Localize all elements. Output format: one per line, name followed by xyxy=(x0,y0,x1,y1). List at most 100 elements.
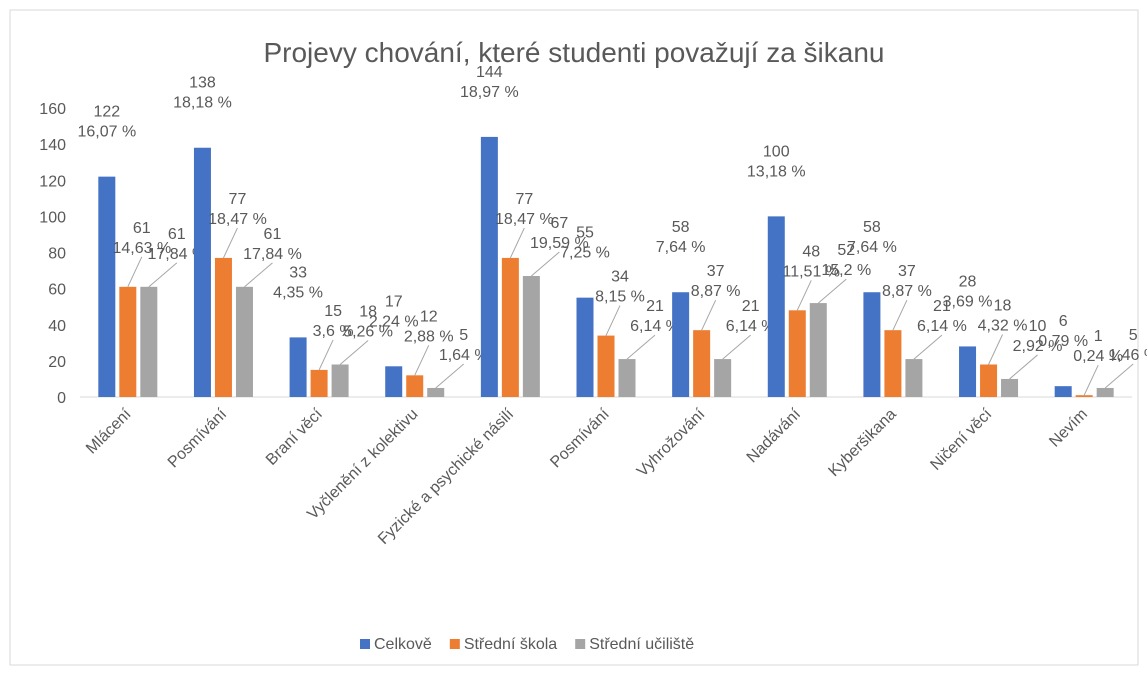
data-label: 21 xyxy=(742,298,760,315)
data-label: 12 xyxy=(420,308,438,325)
data-label: 61 xyxy=(264,226,282,243)
data-label: 7,64 % xyxy=(847,239,897,256)
bar xyxy=(809,303,827,397)
leader-line xyxy=(435,363,465,389)
data-label: 122 xyxy=(93,104,120,121)
data-label: 18,97 % xyxy=(460,84,519,101)
bar xyxy=(767,216,785,397)
bar xyxy=(597,335,615,397)
bar xyxy=(863,292,881,397)
y-tick-label: 100 xyxy=(39,209,66,226)
data-label: 18 xyxy=(359,303,377,320)
data-label: 55 xyxy=(576,225,594,242)
data-label: 5,26 % xyxy=(343,323,393,340)
data-label: 33 xyxy=(289,264,307,281)
leader-line xyxy=(148,262,178,288)
data-label: 144 xyxy=(476,64,503,81)
leader-line xyxy=(796,280,812,311)
bar xyxy=(884,330,902,397)
data-label: 0,79 % xyxy=(1038,333,1088,350)
data-label: 0,24 % xyxy=(1073,348,1123,365)
bar xyxy=(214,257,232,397)
leader-line xyxy=(509,227,525,259)
leader-line xyxy=(701,299,717,331)
data-label: 15,2 % xyxy=(821,262,871,279)
data-label: 18,47 % xyxy=(495,211,554,228)
data-label: 17 xyxy=(385,293,403,310)
bar xyxy=(1054,386,1072,397)
data-label: 6,14 % xyxy=(917,318,967,335)
data-label: 37 xyxy=(898,263,916,280)
bar xyxy=(119,286,137,397)
data-label: 19,59 % xyxy=(530,235,589,252)
y-tick-label: 140 xyxy=(39,137,66,154)
data-label: 52 xyxy=(837,242,855,259)
data-label: 3,6 % xyxy=(313,323,354,340)
leader-line xyxy=(626,334,656,360)
data-label: 58 xyxy=(672,219,690,236)
data-label: 21 xyxy=(646,298,664,315)
data-label: 3,69 % xyxy=(943,293,993,310)
data-label: 18 xyxy=(994,297,1012,314)
bar xyxy=(576,297,594,397)
data-label: 17,84 % xyxy=(147,246,206,263)
y-tick-label: 40 xyxy=(48,318,66,335)
y-tick-label: 20 xyxy=(48,354,66,371)
leader-line xyxy=(1009,354,1038,380)
bar xyxy=(427,387,445,397)
y-tick-label: 60 xyxy=(48,282,66,299)
y-tick-label: 160 xyxy=(39,101,66,118)
leader-line xyxy=(244,262,273,288)
leader-line xyxy=(531,251,560,277)
leader-line xyxy=(892,299,908,331)
data-label: 8,15 % xyxy=(595,289,645,306)
data-label: 10 xyxy=(1029,318,1047,335)
bar xyxy=(193,147,211,397)
bar xyxy=(480,136,498,397)
data-label: 7,64 % xyxy=(656,239,706,256)
bar xyxy=(980,364,998,397)
leader-line xyxy=(988,334,1003,365)
bar xyxy=(1075,395,1093,397)
leader-line xyxy=(318,339,334,371)
data-label: 16,07 % xyxy=(77,124,136,141)
leader-line xyxy=(913,334,943,360)
chart-title: Projevy chování, které studenti považují… xyxy=(263,37,884,68)
data-label: 6 xyxy=(1059,313,1068,330)
bar xyxy=(959,346,977,397)
data-label: 1,64 % xyxy=(439,347,489,364)
leader-line xyxy=(127,256,143,288)
bar xyxy=(235,286,253,397)
legend-swatch xyxy=(449,639,460,649)
data-label: 48 xyxy=(802,243,820,260)
data-label: 28 xyxy=(959,273,977,290)
data-label: 34 xyxy=(611,269,629,286)
data-label: 4,32 % xyxy=(978,317,1028,334)
bar xyxy=(140,286,158,397)
bar xyxy=(714,359,732,397)
data-label: 37 xyxy=(707,263,725,280)
legend-label: Střední učiliště xyxy=(589,636,694,653)
bar xyxy=(1001,378,1019,397)
data-label: 15 xyxy=(324,303,342,320)
leader-line xyxy=(1104,363,1134,389)
data-label: 5 xyxy=(1129,327,1138,344)
data-label: 7,25 % xyxy=(560,245,610,262)
data-label: 21 xyxy=(933,298,951,315)
leader-line xyxy=(414,345,430,376)
data-label: 11,51 % xyxy=(783,263,841,280)
data-label: 2,24 % xyxy=(369,313,419,330)
data-label: 138 xyxy=(189,75,216,92)
bar xyxy=(310,369,328,397)
bar xyxy=(905,359,923,397)
data-label: 61 xyxy=(133,220,151,237)
legend-swatch xyxy=(360,639,370,649)
data-label: 6,14 % xyxy=(726,318,776,335)
data-label: 18,47 % xyxy=(208,211,267,228)
leader-line xyxy=(605,305,621,336)
data-label: 8,87 % xyxy=(691,283,741,300)
bar xyxy=(406,375,424,397)
data-label: 2,88 % xyxy=(404,328,454,345)
data-label: 5 xyxy=(459,327,468,344)
bar xyxy=(788,310,806,397)
